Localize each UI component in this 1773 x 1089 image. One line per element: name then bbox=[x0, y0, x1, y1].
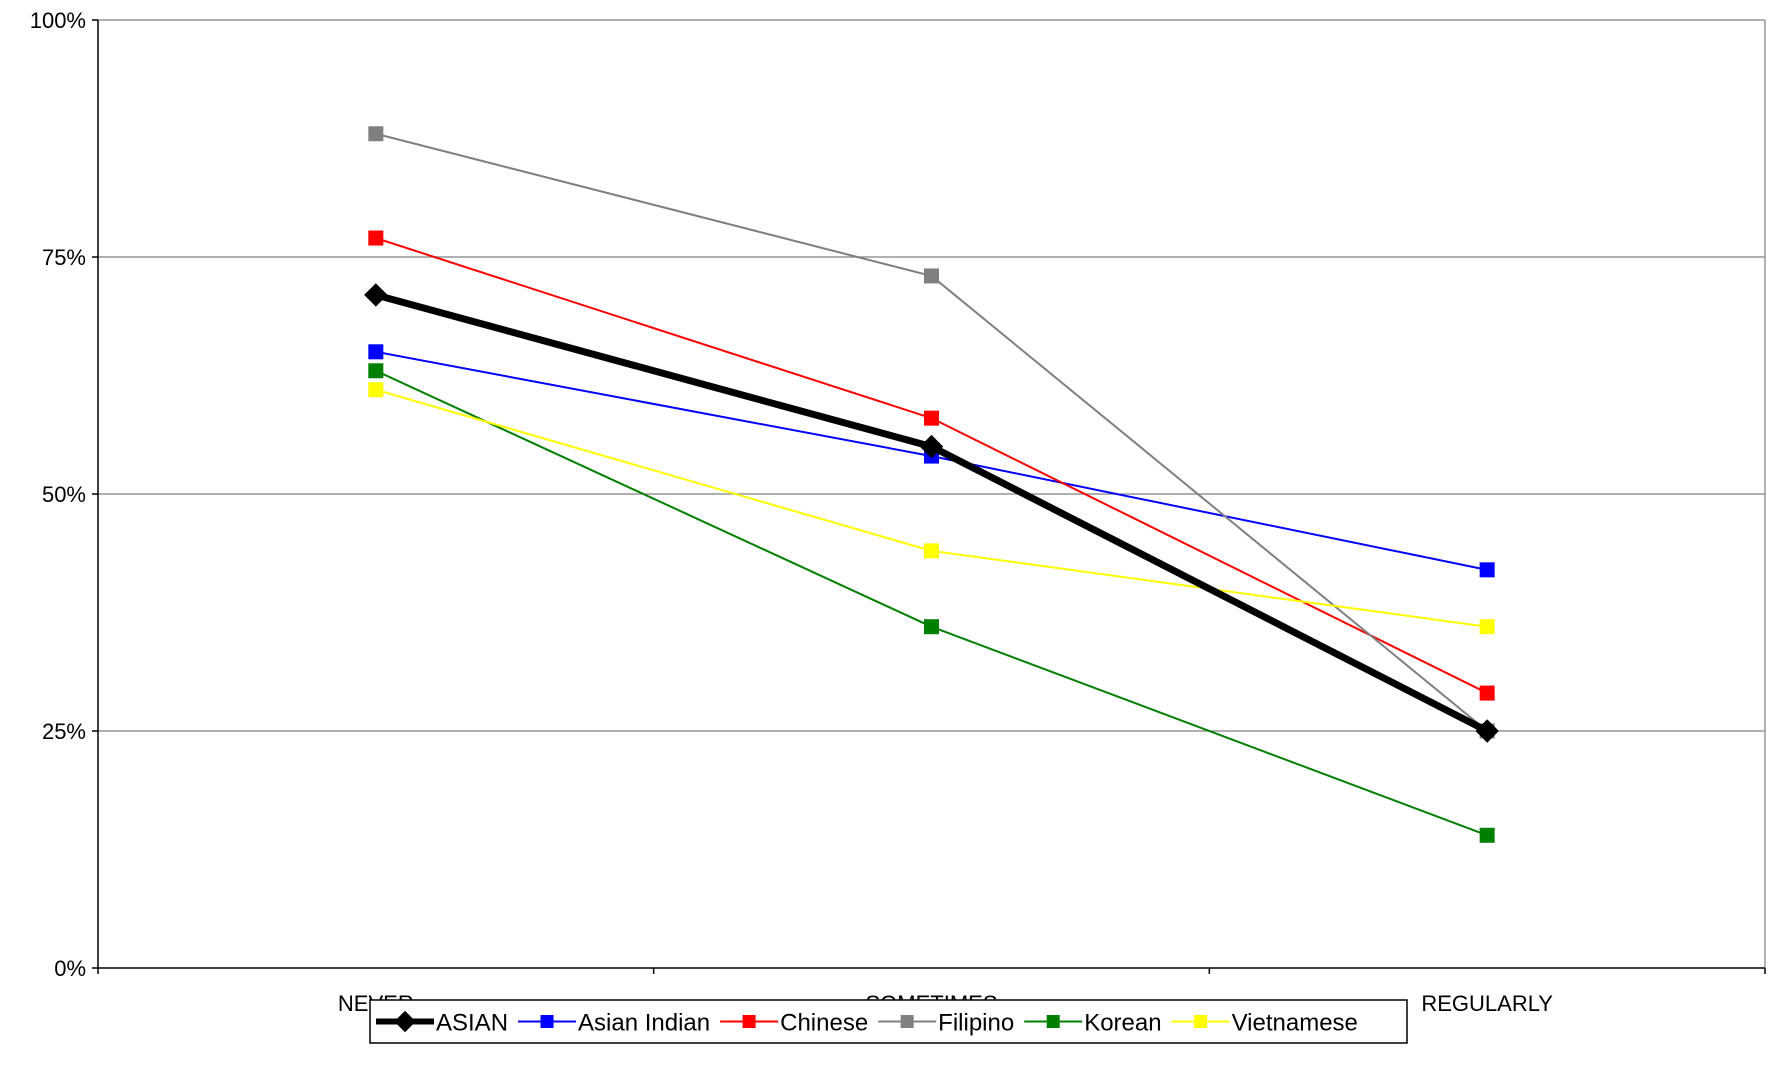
legend-label: Chinese bbox=[780, 1010, 868, 1037]
series-group bbox=[364, 126, 1499, 843]
x-tick-label: REGULARLY bbox=[1421, 991, 1553, 1016]
series-asian bbox=[364, 283, 1499, 743]
legend-item-vietnamese: Vietnamese bbox=[1171, 1010, 1358, 1037]
legend-item-chinese: Chinese bbox=[720, 1010, 868, 1037]
data-point-chinese bbox=[1479, 685, 1495, 701]
legend-marker bbox=[900, 1015, 914, 1028]
series-line-filipino bbox=[375, 132, 1488, 732]
legend-label: Filipino bbox=[938, 1010, 1014, 1037]
y-tick-label: 0% bbox=[54, 956, 86, 981]
data-point-asian bbox=[1475, 719, 1499, 743]
data-point-asian-indian bbox=[1479, 562, 1495, 578]
y-tick-label: 75% bbox=[42, 245, 86, 270]
data-point-vietnamese bbox=[1479, 619, 1495, 635]
data-point-asian bbox=[364, 283, 388, 307]
legend-label: Asian Indian bbox=[578, 1010, 710, 1037]
data-point-asian bbox=[919, 434, 944, 459]
series-line-asian bbox=[374, 291, 1489, 735]
legend-label: Vietnamese bbox=[1232, 1010, 1358, 1037]
y-axis-ticks: 0% 25% 50% 75% 100% bbox=[30, 8, 98, 981]
series-asian-indian bbox=[368, 344, 1495, 578]
y-tick-label: 100% bbox=[30, 8, 86, 33]
legend-item-asian: ASIAN bbox=[376, 1010, 508, 1037]
legend-label: ASIAN bbox=[436, 1010, 508, 1037]
legend: ASIAN Asian Indian Chinese Filipino Korean Vi… bbox=[369, 999, 1408, 1044]
data-point-korean bbox=[924, 619, 939, 635]
legend-item-korean: Korean bbox=[1024, 1010, 1162, 1037]
data-point-korean bbox=[1479, 827, 1495, 843]
data-point-asian-indian bbox=[368, 344, 384, 360]
series-korean bbox=[368, 363, 1495, 843]
data-point-chinese bbox=[924, 410, 939, 426]
legend-marker bbox=[1046, 1015, 1060, 1028]
gridlines bbox=[98, 19, 1766, 968]
legend-marker bbox=[394, 1010, 416, 1033]
legend-item-filipino: Filipino bbox=[878, 1010, 1014, 1037]
data-point-vietnamese bbox=[924, 543, 939, 559]
data-point-filipino bbox=[368, 126, 384, 142]
data-point-chinese bbox=[368, 230, 384, 246]
y-tick-label: 50% bbox=[42, 482, 86, 507]
legend-label: Korean bbox=[1084, 1010, 1161, 1037]
series-vietnamese bbox=[368, 382, 1495, 635]
data-point-filipino bbox=[924, 268, 939, 284]
data-point-vietnamese bbox=[368, 382, 384, 398]
data-point-korean bbox=[368, 363, 384, 379]
legend-marker bbox=[1194, 1015, 1208, 1028]
legend-item-asian-indian: Asian Indian bbox=[518, 1010, 710, 1037]
y-tick-label: 25% bbox=[42, 719, 86, 744]
legend-marker bbox=[742, 1015, 756, 1028]
legend-marker bbox=[540, 1015, 554, 1028]
